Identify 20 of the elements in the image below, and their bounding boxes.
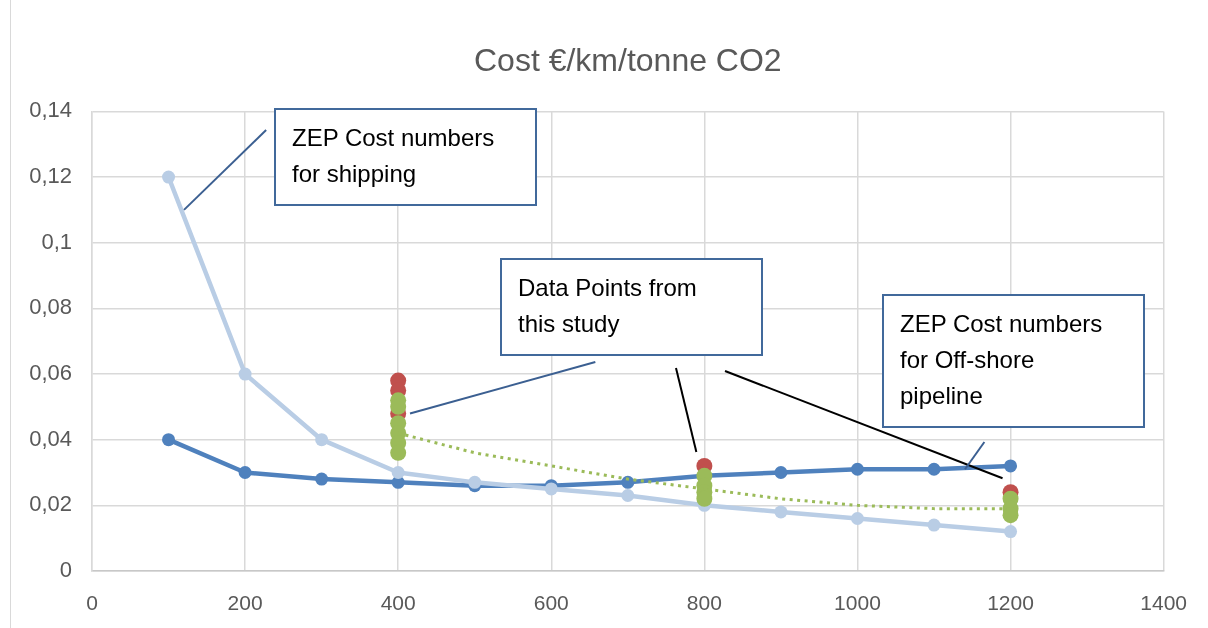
x-tick-label: 1000 bbox=[834, 591, 881, 615]
x-tick-label: 200 bbox=[227, 591, 263, 615]
y-tick-label: 0,12 bbox=[29, 163, 72, 189]
y-tick-label: 0,1 bbox=[41, 228, 72, 254]
y-tick-label: 0,08 bbox=[29, 294, 72, 320]
x-tick-label: 400 bbox=[380, 591, 416, 615]
y-tick-label: 0,02 bbox=[29, 491, 72, 517]
x-tick-label: 1200 bbox=[987, 591, 1034, 615]
y-tick-label: 0,04 bbox=[29, 425, 72, 451]
y-tick-label: 0,14 bbox=[29, 97, 72, 123]
x-tick-label: 600 bbox=[533, 591, 569, 615]
y-tick-label: 0,06 bbox=[29, 360, 72, 386]
y-tick-label: 0 bbox=[59, 557, 72, 583]
annotation: ZEP Cost numbers for Off-shore pipeline bbox=[900, 309, 1104, 411]
annotation: ZEP Cost numbers for shipping bbox=[292, 123, 496, 189]
x-tick-label: 1400 bbox=[1140, 591, 1187, 615]
chart-title: Cost €/km/tonne CO2 bbox=[473, 42, 782, 79]
x-tick-label: 800 bbox=[686, 591, 722, 615]
x-tick-label: 0 bbox=[86, 591, 98, 615]
annotation: Data Points from this study bbox=[518, 273, 698, 339]
